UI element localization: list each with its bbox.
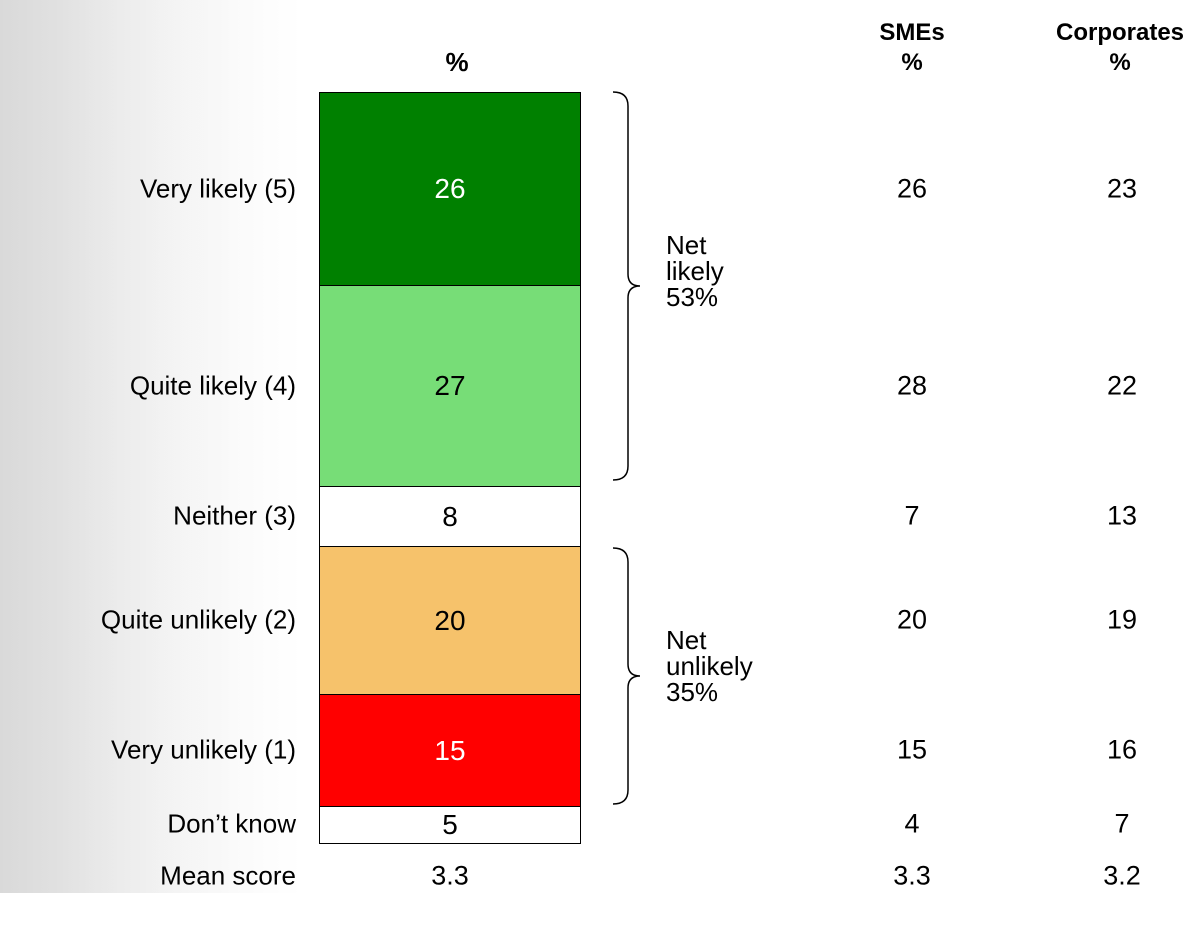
bar-segment: 27 xyxy=(319,285,581,488)
net-likely-label: Net likely 53% xyxy=(666,232,724,310)
bar-segment: 26 xyxy=(319,92,581,287)
category-label: Neither (3) xyxy=(173,500,296,531)
corporates-value: 22 xyxy=(1106,370,1138,401)
smes-value: 26 xyxy=(896,173,928,204)
smes-value: 4 xyxy=(904,808,920,839)
bar-segment: 20 xyxy=(319,545,581,696)
bar-value-label: 5 xyxy=(442,809,458,841)
category-label: Quite likely (4) xyxy=(129,370,296,401)
bar-value-label: 15 xyxy=(434,734,466,766)
corporates-value: 16 xyxy=(1106,734,1138,765)
corporates-mean-value: 3.2 xyxy=(1103,860,1141,891)
category-label: Very likely (5) xyxy=(139,173,296,204)
corporates-value: 7 xyxy=(1114,808,1130,839)
net-likely-line2: likely xyxy=(666,256,724,286)
smes-column-header: SMEs % xyxy=(852,18,972,78)
header-smes: SMEs xyxy=(879,19,945,46)
category-label: Very unlikely (1) xyxy=(111,734,296,765)
net-likely-line1: Net xyxy=(666,230,707,260)
header-corporates-unit: % xyxy=(1109,49,1131,76)
bar-segment: 5 xyxy=(319,805,581,845)
header-percent: % xyxy=(445,47,469,77)
corporates-value: 19 xyxy=(1106,604,1138,635)
header-corporates: Corporates xyxy=(1055,19,1185,46)
net-unlikely-line1: Net xyxy=(666,625,707,655)
net-likely-line3: 53% xyxy=(666,282,719,312)
corporates-value: 13 xyxy=(1106,500,1138,531)
smes-value: 20 xyxy=(896,604,928,635)
chart-column-header: % xyxy=(397,47,517,77)
net-unlikely-line2: unlikely xyxy=(666,651,753,681)
smes-value: 7 xyxy=(904,500,920,531)
mean-score-value: 3.3 xyxy=(431,860,469,891)
net-unlikely-label: Net unlikely 35% xyxy=(666,627,753,705)
category-label: Quite unlikely (2) xyxy=(100,604,296,635)
header-smes-unit: % xyxy=(901,49,923,76)
corporates-value: 23 xyxy=(1106,173,1138,204)
bar-value-label: 27 xyxy=(434,370,466,402)
bar-value-label: 20 xyxy=(434,604,466,636)
category-label: Don’t know xyxy=(167,808,296,839)
smes-mean-value: 3.3 xyxy=(893,860,931,891)
bar-value-label: 26 xyxy=(434,173,466,205)
mean-score-label: Mean score xyxy=(160,860,296,891)
net-unlikely-line3: 35% xyxy=(666,677,719,707)
net-likely-bracket xyxy=(612,91,641,481)
net-brackets xyxy=(612,91,641,805)
corporates-column-header: Corporates % xyxy=(1030,18,1201,78)
smes-value: 28 xyxy=(896,370,928,401)
smes-value: 15 xyxy=(896,734,928,765)
net-unlikely-bracket xyxy=(612,547,641,805)
bar-value-label: 8 xyxy=(442,500,458,532)
